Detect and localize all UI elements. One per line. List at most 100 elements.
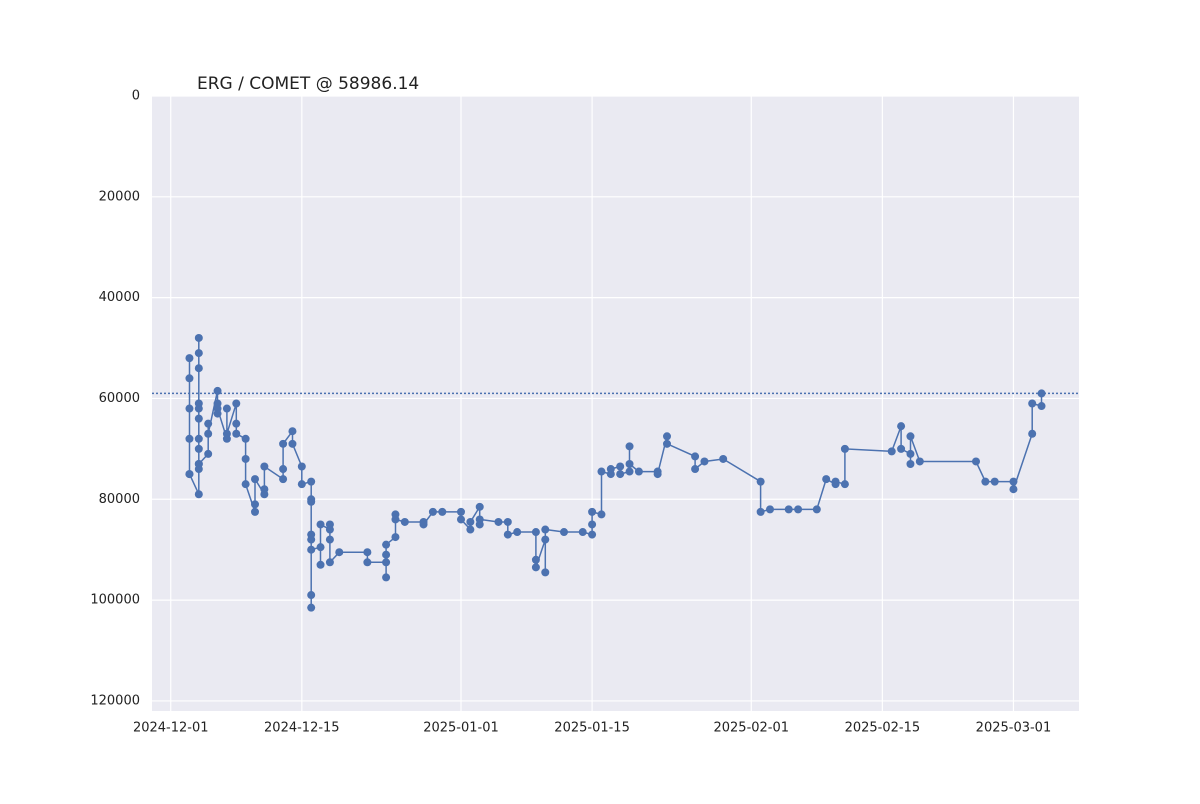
point bbox=[279, 465, 288, 474]
point bbox=[457, 507, 465, 516]
point bbox=[382, 573, 391, 582]
point bbox=[194, 364, 203, 373]
point bbox=[241, 480, 250, 489]
point bbox=[756, 507, 765, 516]
point bbox=[363, 558, 372, 567]
point bbox=[194, 490, 203, 499]
point bbox=[194, 349, 203, 358]
point bbox=[466, 525, 475, 534]
point bbox=[363, 548, 372, 557]
point bbox=[419, 520, 428, 529]
point bbox=[475, 515, 484, 524]
point bbox=[691, 465, 700, 474]
point bbox=[794, 505, 803, 514]
point bbox=[625, 467, 634, 476]
x-tick-label: 2025-03-01 bbox=[976, 721, 1052, 736]
point bbox=[204, 419, 213, 428]
point bbox=[185, 354, 194, 363]
point bbox=[663, 432, 671, 441]
point bbox=[597, 467, 606, 476]
point bbox=[578, 528, 587, 537]
point bbox=[1028, 399, 1037, 408]
point bbox=[840, 444, 849, 453]
point bbox=[541, 535, 550, 544]
point bbox=[634, 467, 643, 476]
y-tick-label: 100000 bbox=[90, 593, 140, 608]
point bbox=[906, 459, 915, 468]
point bbox=[475, 502, 484, 511]
point bbox=[756, 477, 765, 486]
y-tick-label: 60000 bbox=[99, 391, 140, 406]
point bbox=[1037, 402, 1046, 411]
point bbox=[466, 517, 475, 526]
chart-title: ERG / COMET @ 58986.14 bbox=[197, 74, 419, 94]
point bbox=[307, 530, 316, 539]
point bbox=[307, 591, 316, 600]
point bbox=[204, 429, 213, 438]
point bbox=[531, 528, 540, 537]
point bbox=[185, 374, 194, 383]
point bbox=[316, 560, 325, 569]
point bbox=[279, 475, 288, 484]
y-tick-label: 40000 bbox=[99, 290, 140, 305]
point bbox=[915, 457, 924, 466]
point bbox=[222, 404, 231, 413]
point bbox=[400, 517, 409, 526]
point bbox=[232, 419, 241, 428]
point bbox=[325, 558, 334, 567]
point bbox=[391, 533, 400, 542]
point bbox=[316, 543, 325, 552]
point bbox=[288, 439, 297, 448]
point bbox=[822, 475, 831, 484]
point bbox=[241, 434, 250, 443]
point bbox=[606, 465, 615, 474]
point bbox=[616, 462, 625, 471]
point bbox=[391, 515, 400, 524]
point bbox=[784, 505, 793, 514]
point bbox=[588, 520, 597, 529]
point bbox=[653, 470, 662, 479]
point bbox=[719, 454, 728, 463]
point bbox=[241, 454, 250, 463]
point bbox=[222, 429, 231, 438]
point bbox=[260, 462, 269, 471]
point bbox=[541, 525, 550, 534]
point bbox=[307, 603, 316, 612]
point bbox=[766, 505, 774, 514]
x-tick-label: 2025-02-15 bbox=[845, 721, 921, 736]
point bbox=[297, 480, 306, 489]
point bbox=[812, 505, 821, 514]
point bbox=[307, 497, 316, 506]
y-tick-label: 0 bbox=[132, 89, 140, 104]
point bbox=[438, 507, 447, 516]
point bbox=[213, 386, 222, 395]
point bbox=[531, 563, 540, 572]
point bbox=[335, 548, 344, 557]
point bbox=[691, 452, 700, 461]
point bbox=[560, 528, 568, 537]
point bbox=[897, 422, 906, 431]
point bbox=[625, 442, 634, 451]
point bbox=[1028, 429, 1037, 438]
point bbox=[457, 515, 465, 524]
point bbox=[213, 404, 222, 413]
point bbox=[194, 414, 203, 423]
point bbox=[232, 399, 241, 408]
x-tick-label: 2025-02-01 bbox=[713, 721, 789, 736]
point bbox=[185, 434, 194, 443]
point bbox=[531, 555, 540, 564]
point bbox=[588, 507, 597, 516]
point bbox=[990, 477, 999, 486]
point bbox=[382, 550, 391, 559]
point bbox=[503, 530, 512, 539]
point bbox=[1037, 389, 1046, 398]
x-tick-label: 2025-01-01 bbox=[423, 721, 499, 736]
point bbox=[494, 517, 503, 526]
y-tick-label: 20000 bbox=[99, 189, 140, 204]
point bbox=[588, 530, 597, 539]
point bbox=[325, 520, 334, 529]
point bbox=[232, 429, 241, 438]
point bbox=[887, 447, 896, 456]
point bbox=[981, 477, 990, 486]
